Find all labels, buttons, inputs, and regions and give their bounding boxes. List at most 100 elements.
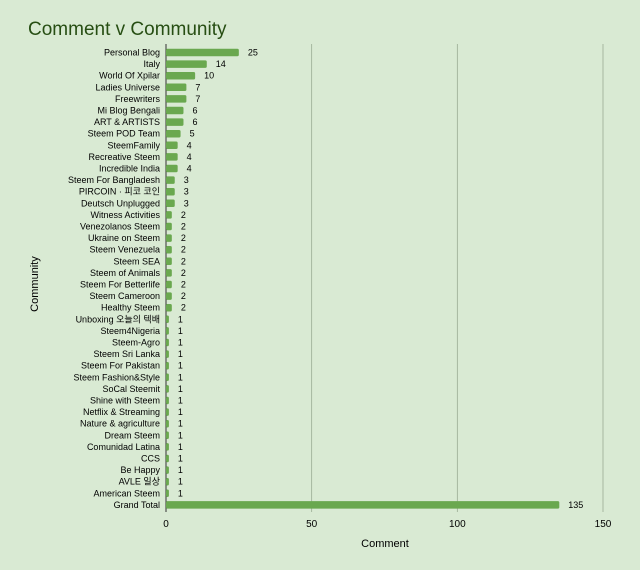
- category-label: SoCal Steemit: [102, 384, 160, 394]
- x-tick-label: 0: [163, 519, 169, 530]
- category-label: Witness Activities: [90, 210, 160, 220]
- bar: [166, 118, 184, 126]
- data-label: 1: [178, 314, 183, 324]
- category-label: Nature & agriculture: [80, 419, 160, 429]
- data-label: 1: [178, 419, 183, 429]
- data-label: 7: [195, 94, 200, 104]
- bar: [166, 338, 169, 347]
- data-label: 2: [181, 303, 186, 313]
- category-label: Steem Fashion&Style: [73, 372, 160, 382]
- data-label: 4: [187, 164, 192, 174]
- category-label: Freewriters: [115, 94, 161, 104]
- category-label: Steem of Animals: [90, 268, 161, 278]
- bar: [166, 315, 169, 324]
- bar: [166, 466, 169, 474]
- bar: [166, 385, 169, 393]
- x-tick-label: 150: [595, 519, 612, 530]
- category-label: Steem-Agro: [112, 338, 160, 348]
- data-label: 1: [178, 338, 183, 348]
- category-label: Steem Venezuela: [89, 245, 160, 255]
- category-label: Venezolanos Steem: [80, 222, 160, 232]
- category-label: Grand Total: [114, 500, 160, 510]
- category-label: Ladies Universe: [95, 82, 160, 92]
- data-label: 3: [184, 175, 189, 185]
- x-tick-label: 50: [306, 519, 318, 530]
- data-label: 1: [178, 454, 183, 464]
- bar: [166, 83, 187, 92]
- category-label: Comunidad Latina: [87, 442, 160, 452]
- data-labels: 2514107766544433322222222211111111111111…: [178, 48, 583, 510]
- bar: [166, 292, 172, 300]
- category-label: Shine with Steem: [90, 396, 160, 406]
- category-label: World Of Xpilar: [99, 71, 160, 81]
- category-label: AVLE 일상: [119, 477, 160, 487]
- data-label: 3: [184, 198, 189, 208]
- data-label: 4: [187, 140, 192, 150]
- category-label: Be Happy: [120, 465, 160, 475]
- category-label: CCS: [141, 454, 160, 464]
- data-label: 25: [248, 48, 258, 58]
- bar: [166, 234, 172, 242]
- data-label: 2: [181, 291, 186, 301]
- bar: [166, 489, 169, 498]
- data-label: 14: [216, 59, 226, 69]
- data-label: 2: [181, 233, 186, 243]
- data-label: 1: [178, 442, 183, 452]
- data-label: 6: [192, 106, 197, 116]
- x-axis-ticks: 0 50 100 150: [163, 519, 612, 530]
- data-label: 1: [178, 396, 183, 406]
- data-label: 5: [190, 129, 195, 139]
- data-label: 1: [178, 326, 183, 336]
- category-label: Steem4Nigeria: [100, 326, 160, 336]
- bar: [166, 477, 169, 486]
- category-label: ART & ARTISTS: [94, 117, 160, 127]
- bar: [166, 327, 169, 335]
- category-label: Steem POD Team: [88, 129, 160, 139]
- bar: [166, 443, 169, 451]
- data-label: 1: [178, 407, 183, 417]
- data-label: 2: [181, 222, 186, 232]
- bar: [166, 501, 560, 509]
- bar: [166, 176, 175, 184]
- chart-title: Comment v Community: [28, 19, 227, 40]
- bar: [166, 211, 172, 219]
- bar: [166, 164, 178, 173]
- bar: [166, 129, 181, 138]
- bar: [166, 454, 169, 463]
- x-axis-title: Comment: [361, 538, 409, 550]
- data-label: 1: [178, 361, 183, 371]
- category-label: Dream Steem: [104, 430, 160, 440]
- category-label: American Steem: [93, 488, 160, 498]
- category-label: Steem For Betterlife: [80, 280, 160, 290]
- data-label: 2: [181, 256, 186, 266]
- bar: [166, 141, 178, 150]
- bar: [166, 106, 184, 115]
- category-label: Steem Cameroon: [89, 291, 160, 301]
- bar: [166, 199, 175, 208]
- data-label: 1: [178, 372, 183, 382]
- data-label: 2: [181, 280, 186, 290]
- bar: [166, 408, 169, 416]
- data-label: 2: [181, 268, 186, 278]
- category-label: Ukraine on Steem: [88, 233, 160, 243]
- bar: [166, 431, 169, 440]
- data-label: 135: [568, 500, 583, 510]
- data-label: 1: [178, 477, 183, 487]
- bar: [166, 245, 172, 254]
- bar: [166, 222, 172, 231]
- bar: [166, 361, 169, 370]
- bar: [166, 269, 172, 277]
- category-label: Steem For Bangladesh: [68, 175, 160, 185]
- data-label: 1: [178, 384, 183, 394]
- bar: [166, 153, 178, 161]
- category-label: Steem For Pakistan: [81, 361, 160, 371]
- bar: [166, 187, 175, 196]
- bar: [166, 303, 172, 312]
- bar: [166, 396, 169, 405]
- bar: [166, 48, 239, 57]
- category-label: Unboxing 오늘의 텍배: [76, 314, 160, 324]
- data-label: 1: [178, 488, 183, 498]
- data-label: 2: [181, 245, 186, 255]
